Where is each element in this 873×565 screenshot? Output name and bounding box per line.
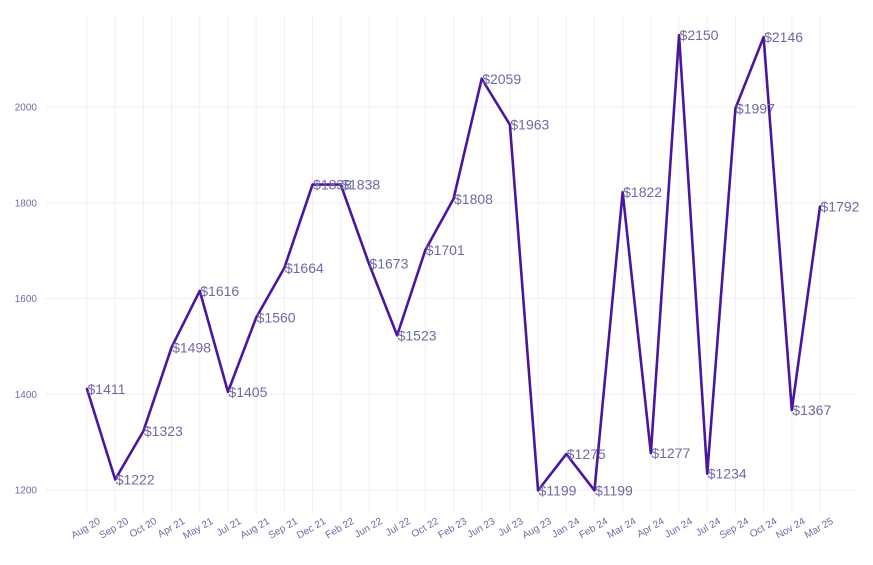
x-tick-label: Feb 24 bbox=[577, 516, 610, 541]
x-tick-label: Jun 23 bbox=[466, 516, 498, 541]
data-label: $1199 bbox=[539, 482, 577, 498]
x-tick-label: Jul 22 bbox=[384, 516, 413, 539]
x-tick-label: Oct 24 bbox=[748, 516, 779, 540]
x-tick-label: Dec 21 bbox=[295, 516, 328, 542]
data-label: $1838 bbox=[341, 177, 380, 193]
data-label: $1792 bbox=[821, 199, 860, 215]
x-tick-label: Jun 22 bbox=[353, 516, 385, 541]
data-label: $1808 bbox=[454, 191, 493, 207]
series-line-price bbox=[85, 33, 822, 492]
x-tick-label: Sep 21 bbox=[267, 516, 300, 542]
x-tick-label: Aug 23 bbox=[521, 516, 554, 542]
x-tick-label: Sep 20 bbox=[98, 516, 131, 542]
x-tick-label: Jan 24 bbox=[550, 516, 582, 541]
y-tick-label: 1600 bbox=[15, 294, 38, 305]
y-tick-label: 1200 bbox=[15, 486, 38, 497]
data-label: $1838 bbox=[313, 177, 352, 193]
x-tick-label: May 21 bbox=[181, 516, 215, 542]
data-label: $1997 bbox=[736, 100, 775, 116]
data-label: $1275 bbox=[567, 446, 606, 462]
data-label: $1277 bbox=[651, 445, 690, 461]
x-tick-label: Jul 23 bbox=[497, 516, 526, 539]
x-tick-label: Oct 20 bbox=[128, 516, 159, 540]
data-label: $1560 bbox=[257, 310, 296, 326]
data-label: $1673 bbox=[369, 256, 408, 272]
data-label: $1222 bbox=[116, 471, 155, 487]
x-tick-label: Apr 24 bbox=[635, 516, 666, 540]
y-tick-label: 2000 bbox=[15, 103, 38, 114]
data-label: $1199 bbox=[595, 482, 633, 498]
x-tick-label: Oct 22 bbox=[410, 516, 441, 540]
x-tick-label: Feb 22 bbox=[324, 516, 357, 541]
x-tick-label: Aug 21 bbox=[239, 516, 272, 542]
data-label: $2059 bbox=[482, 71, 521, 87]
data-label: $1405 bbox=[228, 384, 267, 400]
y-axis-ticks: 1200 1400 1600 1800 2000 bbox=[15, 103, 38, 497]
data-label: $1664 bbox=[285, 260, 324, 276]
data-label: $1498 bbox=[172, 339, 211, 355]
data-label: $1367 bbox=[792, 402, 831, 418]
data-label: $2146 bbox=[764, 29, 803, 45]
x-tick-label: Nov 24 bbox=[774, 516, 807, 542]
x-tick-label: Jun 24 bbox=[663, 516, 695, 541]
data-label: $1411 bbox=[88, 381, 126, 397]
x-tick-label: Aug 20 bbox=[70, 516, 103, 542]
data-label: $1234 bbox=[708, 466, 747, 482]
data-label: $1523 bbox=[398, 327, 437, 343]
y-tick-label: 1800 bbox=[15, 198, 38, 209]
data-label: $2150 bbox=[680, 27, 719, 43]
x-tick-label: Feb 23 bbox=[437, 516, 470, 541]
x-tick-label: Sep 24 bbox=[718, 516, 751, 542]
data-label: $1323 bbox=[144, 423, 183, 439]
data-label: $1963 bbox=[510, 117, 549, 133]
x-tick-label: Jul 24 bbox=[694, 516, 723, 539]
x-tick-label: Mar 25 bbox=[803, 516, 836, 541]
x-tick-label: Mar 24 bbox=[606, 516, 639, 541]
grid-layer bbox=[45, 16, 855, 514]
data-label: $1822 bbox=[623, 184, 662, 200]
data-labels: $1411 $1222 $1323 $1498 $1616 $1405 $1560 $1664… bbox=[88, 27, 860, 498]
data-label: $1616 bbox=[200, 283, 239, 299]
data-label: $1701 bbox=[426, 242, 465, 258]
y-tick-label: 1400 bbox=[15, 390, 38, 401]
x-tick-label: Jul 21 bbox=[215, 516, 244, 539]
